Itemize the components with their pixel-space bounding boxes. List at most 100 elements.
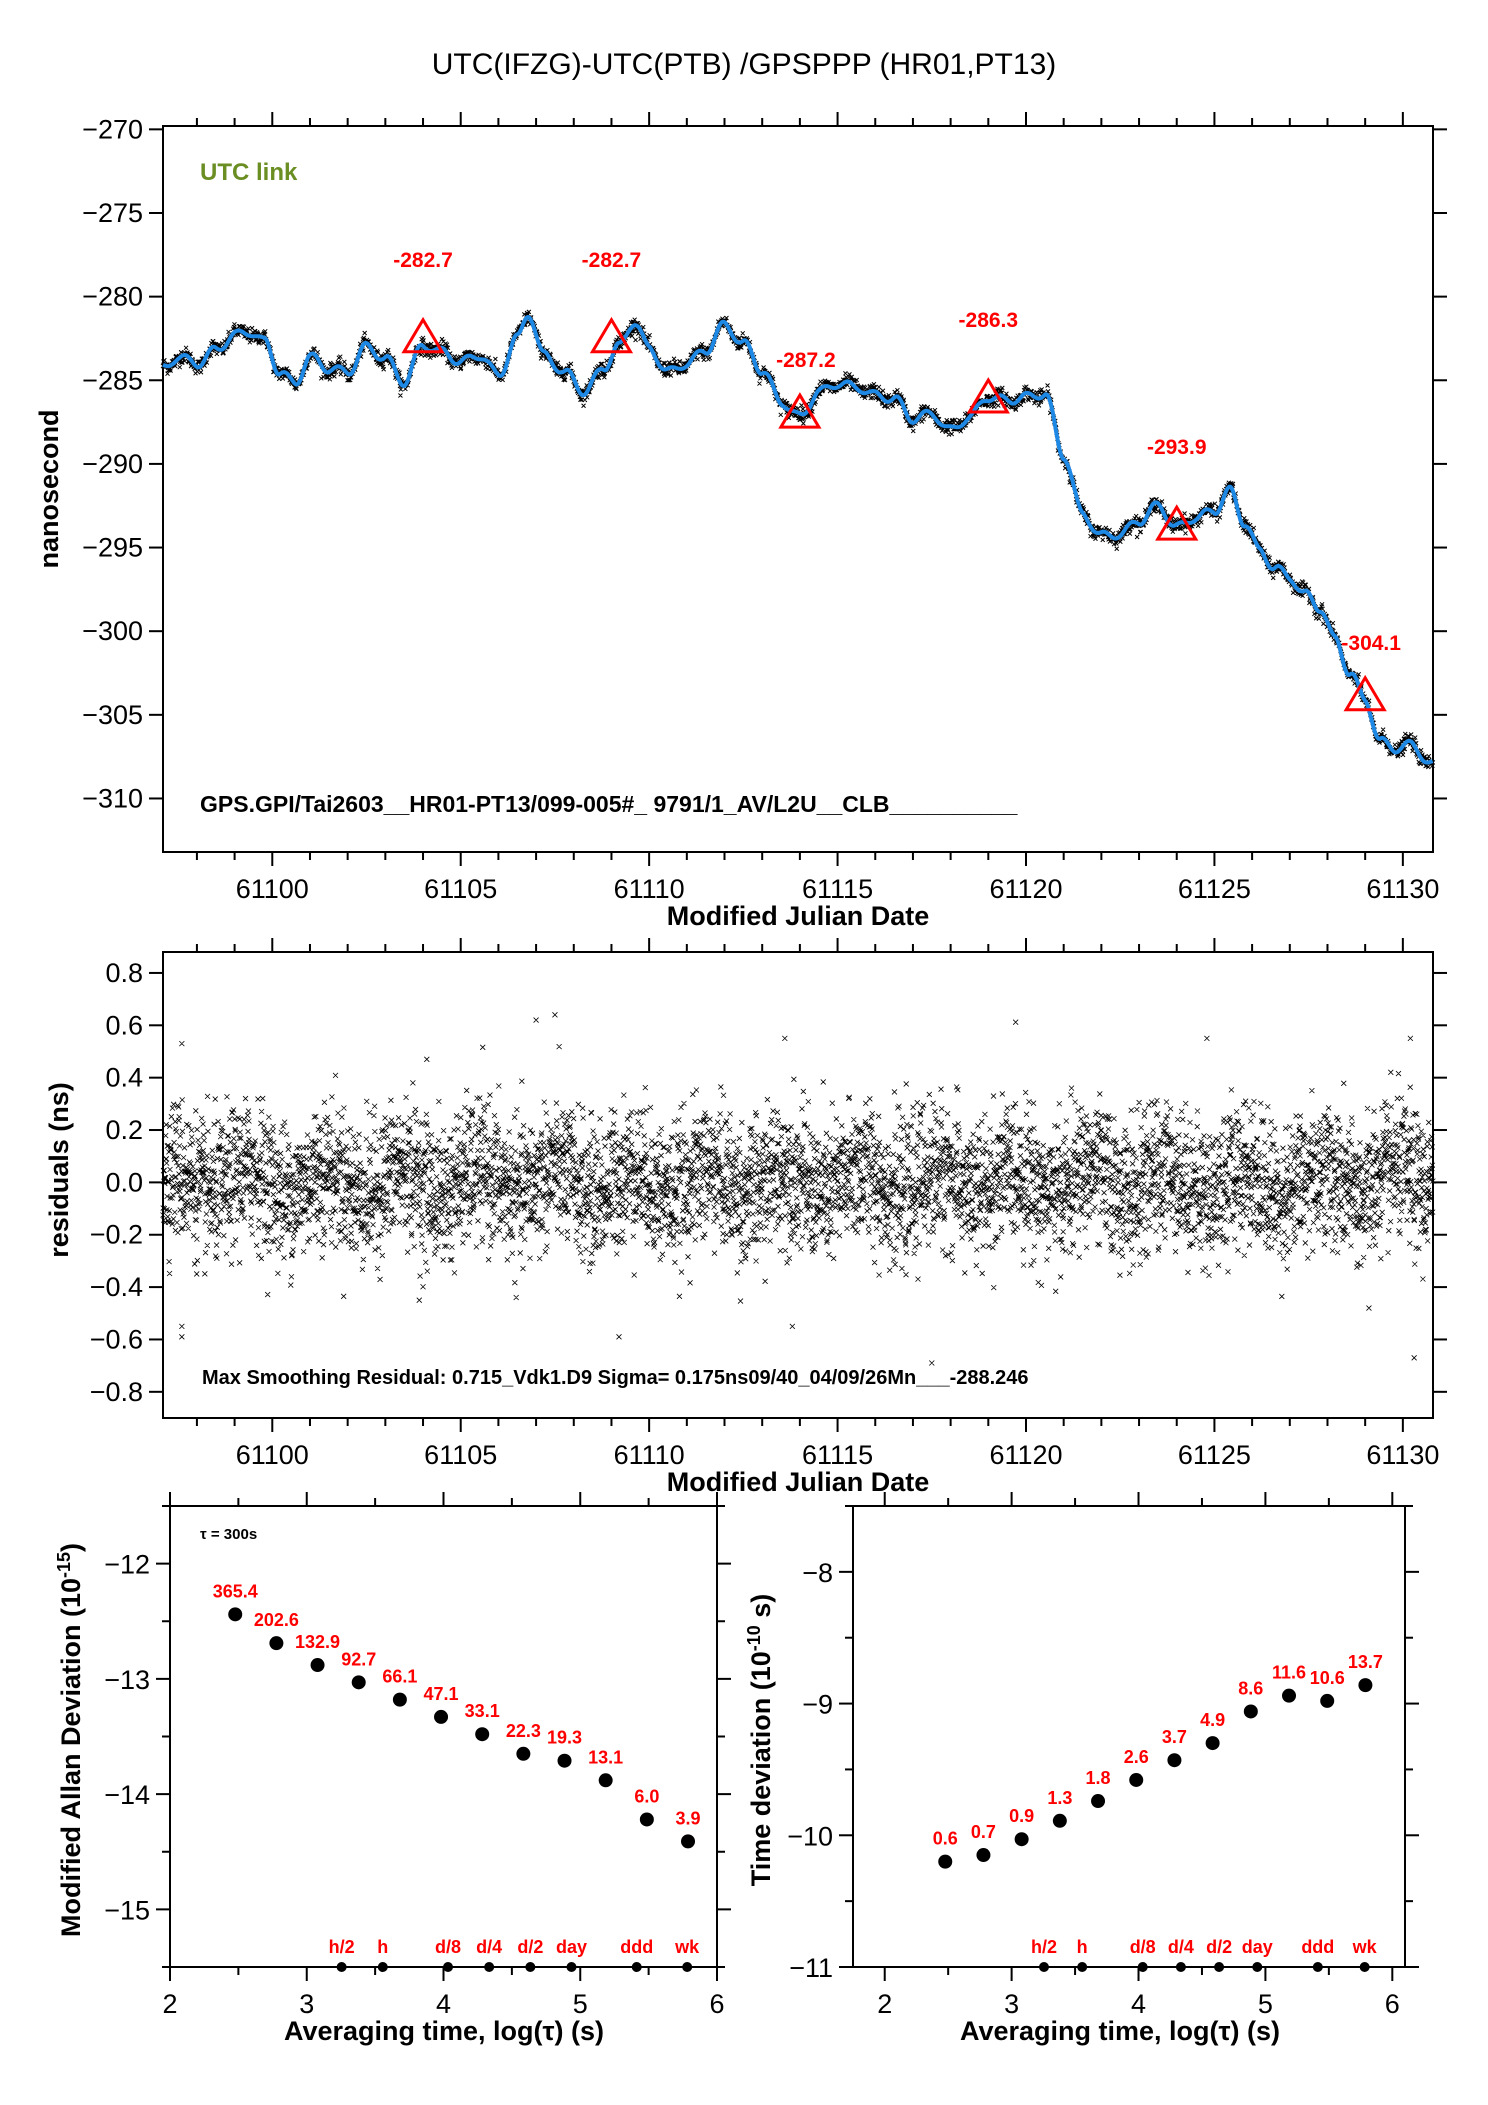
data-point-label: 22.3: [506, 1721, 541, 1741]
marker-label: -286.3: [959, 309, 1019, 332]
chart-title: UTC(IFZG)-UTC(PTB) /GPSPPP (HR01,PT13): [432, 48, 1057, 81]
x-tick-label: 61115: [802, 874, 873, 904]
mdev-x-label: Averaging time, log(τ) (s): [284, 2016, 604, 2046]
x-tick-label: 61130: [1366, 874, 1439, 904]
time-marker-dot: [443, 1962, 454, 1972]
y-tick-label: −0.8: [90, 1377, 143, 1407]
time-marker-dot: [377, 1962, 388, 1972]
y-tick-label: 0.4: [105, 1063, 143, 1093]
data-point: [976, 1848, 991, 1863]
data-point-label: 1.3: [1047, 1788, 1072, 1808]
mdev-y-label-main: Modified Allan Deviation (10: [56, 1578, 86, 1937]
x-tick-label: 6: [1385, 1989, 1400, 2019]
x-tick-label: 5: [573, 1989, 588, 2019]
time-series-y-label: nanosecond: [34, 409, 64, 568]
time-marker-label: d/8: [435, 1937, 461, 1957]
y-tick-label: −11: [789, 1953, 833, 1983]
tdev-points: 0.6 0.7 0.9 1.3 1.8 2.6 3.7 4.9 8.6 11.6 10.613.7: [933, 1652, 1383, 1869]
time-marker-dot: [682, 1962, 693, 1972]
residuals-x-label: Modified Julian Date: [667, 1467, 930, 1497]
mdev-frame: [169, 1505, 718, 1968]
x-tick-label: 6: [709, 1989, 724, 2019]
time-marker-label: day: [556, 1937, 587, 1957]
x-tick-label: 3: [299, 1989, 314, 2019]
time-marker-label: d/4: [1168, 1937, 1194, 1957]
y-tick-label: −0.4: [90, 1272, 143, 1302]
tdev-y-label-sup: -10: [744, 1625, 764, 1651]
data-point: [1243, 1704, 1258, 1719]
time-marker-label: ddd: [620, 1937, 653, 1957]
residuals-y-ticks: 0.8 0.6 0.4 0.2 0.0 −0.2 −0.4 −0.6 −0.8: [90, 958, 1447, 1407]
x-tick-label: 61125: [1178, 874, 1251, 904]
marker-label: -282.7: [582, 249, 642, 272]
y-tick-label: −14: [104, 1780, 150, 1810]
y-tick-label: 0.6: [105, 1010, 143, 1040]
time-marker-dot: [1312, 1962, 1323, 1972]
x-tick-label: 61105: [424, 874, 497, 904]
data-point: [310, 1658, 325, 1673]
data-point: [1358, 1678, 1373, 1693]
data-point: [557, 1753, 572, 1768]
raw-data-marks: [160, 309, 1436, 770]
data-point: [1282, 1688, 1297, 1703]
x-tick-label: 2: [877, 1989, 892, 2019]
y-tick-label: −290: [82, 449, 143, 479]
mdev-y-label-sup: -15: [54, 1552, 74, 1578]
link-code-annotation: GPS.GPI/Tai2603__HR01-PT13/099-005#_ 979…: [200, 791, 1018, 817]
x-tick-label: 3: [1004, 1989, 1019, 2019]
x-tick-label: 61120: [989, 874, 1062, 904]
time-series-markers: -282.7 -282.7 -287.2 -286.3 -293.9 -304.1: [393, 249, 1401, 712]
time-marker-dot: [1359, 1962, 1370, 1972]
marker-label: -304.1: [1341, 632, 1401, 655]
data-point: [434, 1709, 449, 1724]
data-point: [1205, 1736, 1220, 1751]
time-series-frame: [162, 125, 1434, 853]
data-point: [516, 1746, 531, 1761]
y-tick-label: −300: [82, 616, 143, 646]
y-tick-label: −13: [104, 1665, 150, 1695]
data-point: [938, 1854, 953, 1869]
x-tick-label: 61100: [236, 1440, 309, 1470]
data-point: [269, 1636, 284, 1651]
data-point-label: 92.7: [341, 1649, 376, 1669]
data-point-label: 132.9: [295, 1632, 340, 1652]
data-point: [392, 1692, 407, 1707]
time-series-panel: 61100 61105 61110 61115 61120 61125 61130 −270…: [34, 112, 1447, 931]
data-point-label: 4.9: [1200, 1710, 1225, 1730]
marker-triangle: [1155, 504, 1199, 541]
y-tick-label: −15: [104, 1895, 150, 1925]
y-tick-label: 0.8: [105, 958, 143, 988]
utc-link-label: UTC link: [200, 159, 298, 186]
data-point: [598, 1773, 613, 1788]
tdev-panel: 2 3 4 5 6 −8 −9 −10 −11 0.6 0.7 0.9 1.3 1.8 2.6 3.7 4.9…: [744, 1492, 1419, 2046]
marker-triangle: [589, 316, 634, 354]
data-point-label: 0.6: [933, 1829, 958, 1849]
time-series-x-ticks: 61100 61105 61110 61115 61120 61125 61130: [195, 112, 1439, 904]
time-marker-label: h: [377, 1937, 388, 1957]
time-marker-dot: [525, 1962, 536, 1972]
y-tick-label: −280: [82, 282, 143, 312]
time-marker-dot: [1252, 1962, 1263, 1972]
data-point-label: 13.7: [1348, 1652, 1383, 1672]
time-marker-dot: [484, 1962, 495, 1972]
marker-triangle: [1343, 674, 1387, 712]
data-point-label: 13.1: [588, 1747, 623, 1767]
time-series-y-ticks: −270 −275 −280 −285 −290 −295 −300 −305 −310: [82, 114, 1447, 813]
time-marker-label: d/2: [1206, 1937, 1232, 1957]
residuals-points: [160, 1012, 1436, 1366]
data-point-label: 2.6: [1124, 1747, 1149, 1767]
data-point-label: 1.8: [1086, 1768, 1111, 1788]
marker-label: -293.9: [1147, 436, 1207, 459]
mdev-y-label-end: ): [56, 1543, 86, 1552]
time-marker-dot: [566, 1962, 577, 1972]
tdev-x-label: Averaging time, log(τ) (s): [960, 2016, 1280, 2046]
data-point-label: 0.9: [1009, 1806, 1034, 1826]
tdev-y-label: Time deviation (10-10 s): [744, 1594, 776, 1887]
mdev-y-label: Modified Allan Deviation (10-15): [54, 1543, 86, 1937]
x-tick-label: 61110: [614, 1440, 685, 1470]
time-series-raw-points: [160, 309, 1436, 770]
y-tick-label: −12: [104, 1550, 150, 1580]
data-point-label: 3.7: [1162, 1727, 1187, 1747]
